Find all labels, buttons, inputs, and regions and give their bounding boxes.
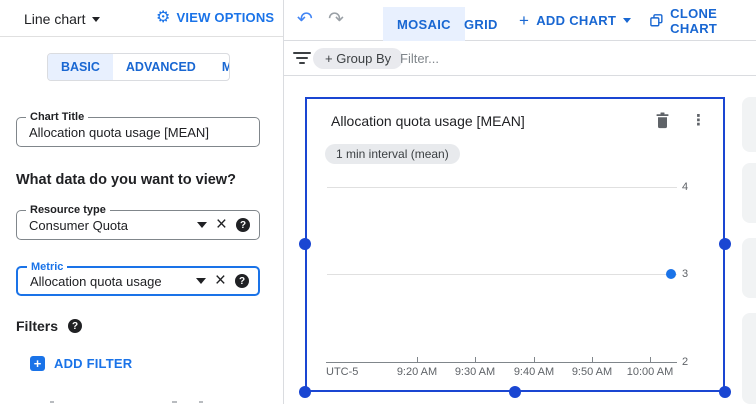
data-section-heading: What data do you want to view?	[16, 172, 236, 188]
gridline-y4	[327, 187, 677, 188]
resource-type-help-icon[interactable]: ?	[236, 218, 250, 232]
metric-help-icon[interactable]: ?	[235, 274, 249, 288]
tab-basic[interactable]: BASIC	[48, 54, 113, 80]
filter-list-icon[interactable]	[293, 52, 311, 64]
group-by-chip[interactable]: + Group By	[313, 48, 404, 69]
x-axis-tick	[650, 357, 651, 362]
chart-card[interactable]: Allocation quota usage [MEAN] ⋮ 1 min in…	[305, 97, 725, 392]
timezone-label: UTC-5	[326, 366, 359, 378]
more-options-icon[interactable]: ⋮	[691, 111, 706, 129]
clipped-text-fragment	[50, 401, 54, 403]
interval-chip-label: 1 min interval (mean)	[336, 147, 449, 161]
trash-icon	[656, 112, 669, 129]
tab-grid[interactable]: GRID	[452, 7, 510, 41]
metric-field-label: Metric	[27, 261, 68, 273]
clipped-text-fragment	[199, 401, 203, 403]
tab-mql-label: MQL	[222, 60, 229, 74]
filters-heading: Filters	[16, 318, 59, 334]
adjacent-tile-sliver	[742, 238, 756, 298]
tab-advanced-label: ADVANCED	[125, 60, 196, 74]
resource-type-field: Resource type Consumer Quota × ?	[16, 204, 260, 240]
resize-handle-right[interactable]	[719, 238, 731, 250]
x-axis-tick	[534, 357, 535, 362]
chart-type-label: Line chart	[24, 11, 86, 27]
editor-mode-tabbar: BASIC ADVANCED MQL	[47, 53, 230, 81]
chart-title-field: Chart Title	[16, 111, 260, 147]
clone-icon	[650, 14, 663, 27]
grid-label: GRID	[464, 16, 498, 32]
x-tick-label: 9:50 AM	[571, 366, 613, 378]
adjacent-tile-sliver	[742, 163, 756, 223]
add-chart-button[interactable]: + ADD CHART	[519, 0, 632, 41]
chart-type-dropdown[interactable]: Line chart	[24, 9, 101, 29]
clipped-text-fragment	[172, 401, 177, 403]
resource-type-clear-icon[interactable]: ×	[215, 214, 227, 235]
clone-chart-button[interactable]: CLONE CHART	[650, 0, 756, 41]
adjacent-tile-sliver	[742, 313, 756, 404]
add-chart-label: ADD CHART	[536, 13, 617, 28]
gridline-y3	[327, 274, 677, 275]
y-tick-label: 3	[682, 268, 689, 280]
interval-chip: 1 min interval (mean)	[325, 144, 460, 164]
tab-mosaic[interactable]: MOSAIC	[383, 7, 465, 41]
x-axis-line	[326, 362, 677, 363]
filters-help-icon[interactable]: ?	[68, 319, 83, 333]
resource-type-value[interactable]: Consumer Quota	[29, 217, 128, 233]
x-tick-label: 9:40 AM	[513, 366, 555, 378]
resize-handle-left[interactable]	[299, 238, 311, 250]
add-filter-label: ADD FILTER	[54, 356, 133, 371]
dashboard-filter-bar: + Group By	[284, 41, 756, 76]
data-point	[666, 269, 676, 279]
resource-type-field-label: Resource type	[26, 204, 110, 216]
delete-chart-button[interactable]	[655, 112, 673, 130]
tab-advanced[interactable]: ADVANCED	[113, 54, 209, 80]
clone-chart-label: CLONE CHART	[670, 5, 718, 36]
left-panel-header	[0, 0, 283, 37]
filter-input[interactable]	[400, 48, 680, 69]
x-axis-tick	[475, 357, 476, 362]
adjacent-tile-sliver	[742, 97, 756, 152]
y-tick-label: 4	[682, 181, 689, 193]
x-tick-label: 9:20 AM	[396, 366, 438, 378]
metric-field: Metric Allocation quota usage × ?	[16, 261, 260, 296]
x-tick-label: 10:00 AM	[626, 366, 674, 378]
resize-handle-bottom-left[interactable]	[299, 386, 311, 398]
chevron-down-icon	[623, 18, 632, 23]
view-options-label: VIEW OPTIONS	[176, 9, 275, 25]
tab-basic-label: BASIC	[61, 60, 100, 74]
chart-title-input[interactable]	[29, 124, 250, 140]
plus-icon: +	[30, 356, 45, 371]
mosaic-label: MOSAIC	[397, 16, 451, 32]
x-axis-tick	[592, 357, 593, 362]
redo-icon[interactable]: ↷	[328, 8, 344, 30]
chevron-down-icon	[92, 16, 101, 22]
chart-config-panel: Line chart ⚙ VIEW OPTIONS BASIC ADVANCED…	[0, 0, 284, 404]
resize-handle-bottom[interactable]	[509, 386, 521, 398]
y-tick-label: 2	[682, 356, 689, 368]
undo-icon[interactable]: ↶	[297, 8, 313, 30]
resource-type-dropdown-icon[interactable]	[196, 222, 207, 228]
x-axis-tick	[417, 357, 418, 362]
x-tick-label: 9:30 AM	[454, 366, 496, 378]
dashboard-toolbar: ↶ ↷ MOSAIC GRID + ADD CHART CLONE CHART	[284, 0, 756, 41]
group-by-label: + Group By	[325, 51, 392, 66]
metric-clear-icon[interactable]: ×	[214, 270, 226, 291]
plus-icon: +	[519, 10, 530, 30]
filters-heading-row: Filters ?	[16, 318, 83, 334]
metric-dropdown-icon[interactable]	[195, 278, 206, 284]
view-options-button[interactable]: ⚙ VIEW OPTIONS	[156, 9, 274, 25]
resize-handle-bottom-right[interactable]	[719, 386, 731, 398]
chart-title: Allocation quota usage [MEAN]	[331, 113, 525, 129]
metric-value[interactable]: Allocation quota usage	[30, 273, 162, 289]
tab-mql[interactable]: MQL	[209, 54, 229, 80]
gear-icon: ⚙	[156, 7, 171, 26]
chart-title-field-label: Chart Title	[26, 111, 89, 123]
add-filter-button[interactable]: + ADD FILTER	[30, 356, 132, 371]
